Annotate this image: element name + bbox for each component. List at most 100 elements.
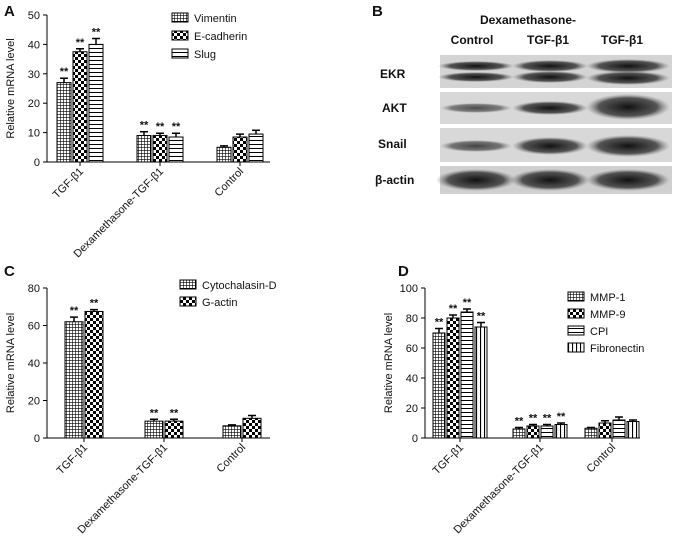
y-tick-label: 80 — [406, 313, 418, 325]
error-bar — [463, 308, 471, 312]
significance-mark: ** — [435, 317, 444, 329]
row-label: Snail — [378, 137, 407, 151]
x-tick-label: Dexamethasone-TGF-β1 — [75, 442, 170, 537]
error-bar — [629, 419, 637, 422]
bar — [88, 43, 104, 163]
y-tick-label: 0 — [34, 433, 40, 445]
y-tick-label: 20 — [28, 396, 40, 408]
legend-swatch — [567, 325, 585, 336]
bar — [64, 321, 84, 439]
legend-label: Cytochalasin-D — [202, 280, 277, 292]
y-axis-label: Relative mRNA level — [5, 313, 17, 413]
error-bar — [170, 418, 178, 422]
error-bar — [615, 416, 623, 420]
bar — [460, 311, 474, 439]
panel-label: A — [4, 3, 15, 20]
bar — [242, 417, 262, 439]
significance-mark: ** — [140, 120, 149, 132]
chart-panel: C Relative mRNA level 0 20 40 60 80 TGF-β1Dexam… — [4, 263, 277, 536]
bar — [222, 425, 242, 439]
bar — [152, 135, 168, 163]
bar — [136, 135, 152, 163]
bar — [598, 422, 612, 439]
bar — [626, 421, 640, 439]
blot-panel: B Dexamethasone- Control TGF-β1 TGF-β1 E… — [372, 3, 672, 194]
legend-swatch — [179, 296, 197, 307]
significance-mark: ** — [92, 27, 101, 39]
bar — [474, 326, 488, 439]
error-bar — [449, 314, 457, 318]
bar — [72, 51, 88, 163]
bar — [526, 425, 540, 439]
error-bar — [252, 129, 260, 135]
lane-label: TGF-β1 — [527, 33, 569, 47]
y-tick-label: 20 — [28, 98, 40, 110]
x-tick-label: TGF-β1 — [55, 442, 90, 477]
bar — [248, 133, 264, 163]
legend-swatch — [567, 291, 585, 302]
y-tick-label: 30 — [28, 69, 40, 81]
legend-label: E-cadherin — [194, 31, 247, 43]
y-tick-label: 0 — [412, 433, 418, 445]
bar — [56, 82, 72, 163]
lane-label: TGF-β1 — [601, 33, 643, 47]
panel-label: B — [372, 3, 383, 20]
error-bar — [60, 77, 68, 83]
y-tick-label: 60 — [406, 343, 418, 355]
row-label: AKT — [382, 101, 407, 115]
bar — [144, 420, 164, 439]
y-tick-label: 20 — [406, 403, 418, 415]
error-bar — [435, 327, 443, 333]
y-tick-label: 50 — [28, 10, 40, 22]
error-bar — [150, 418, 158, 422]
error-bar — [172, 132, 180, 138]
bar — [554, 424, 568, 439]
error-bar — [90, 308, 98, 312]
x-tick-label: Control — [215, 442, 249, 476]
error-bar — [92, 37, 100, 45]
error-bar — [228, 424, 236, 426]
legend-label: CPI — [590, 326, 608, 338]
y-tick-label: 40 — [28, 39, 40, 51]
error-bar — [76, 48, 84, 52]
x-tick-label: Control — [213, 166, 247, 200]
significance-mark: ** — [463, 297, 472, 309]
bar — [216, 146, 232, 163]
bar — [232, 136, 248, 163]
significance-mark: ** — [156, 121, 165, 133]
legend-label: MMP-1 — [590, 292, 625, 304]
y-tick-label: 40 — [28, 358, 40, 370]
bar — [612, 419, 626, 439]
error-bar — [557, 422, 565, 425]
lane-label: Control — [451, 33, 494, 47]
error-bar — [156, 132, 164, 136]
bar — [540, 425, 554, 439]
significance-mark: ** — [70, 305, 79, 317]
significance-mark: ** — [557, 411, 566, 423]
bar — [168, 136, 184, 163]
significance-mark: ** — [60, 66, 69, 78]
y-tick-label: 80 — [28, 283, 40, 295]
y-tick-label: 60 — [28, 321, 40, 333]
legend-swatch — [567, 308, 585, 319]
significance-mark: ** — [543, 413, 552, 425]
significance-mark: ** — [529, 413, 538, 425]
legend-swatch — [179, 279, 197, 290]
row-label: EKR — [380, 67, 406, 81]
row-label: β-actin — [375, 173, 414, 187]
error-bar — [248, 414, 256, 419]
significance-mark: ** — [172, 121, 181, 133]
error-bar — [220, 145, 228, 148]
panel-label: C — [4, 263, 15, 280]
error-bar — [140, 130, 148, 136]
significance-mark: ** — [477, 311, 486, 323]
x-tick-label: Dexamethasone-TGF-β1 — [451, 442, 546, 537]
y-tick-label: 40 — [406, 373, 418, 385]
bar — [512, 428, 526, 439]
error-bar — [515, 426, 523, 429]
legend-swatch — [171, 30, 189, 41]
legend-label: MMP-9 — [590, 309, 625, 321]
significance-mark: ** — [170, 407, 179, 419]
y-axis-label: Relative mRNA level — [383, 313, 395, 413]
error-bar — [601, 420, 609, 423]
